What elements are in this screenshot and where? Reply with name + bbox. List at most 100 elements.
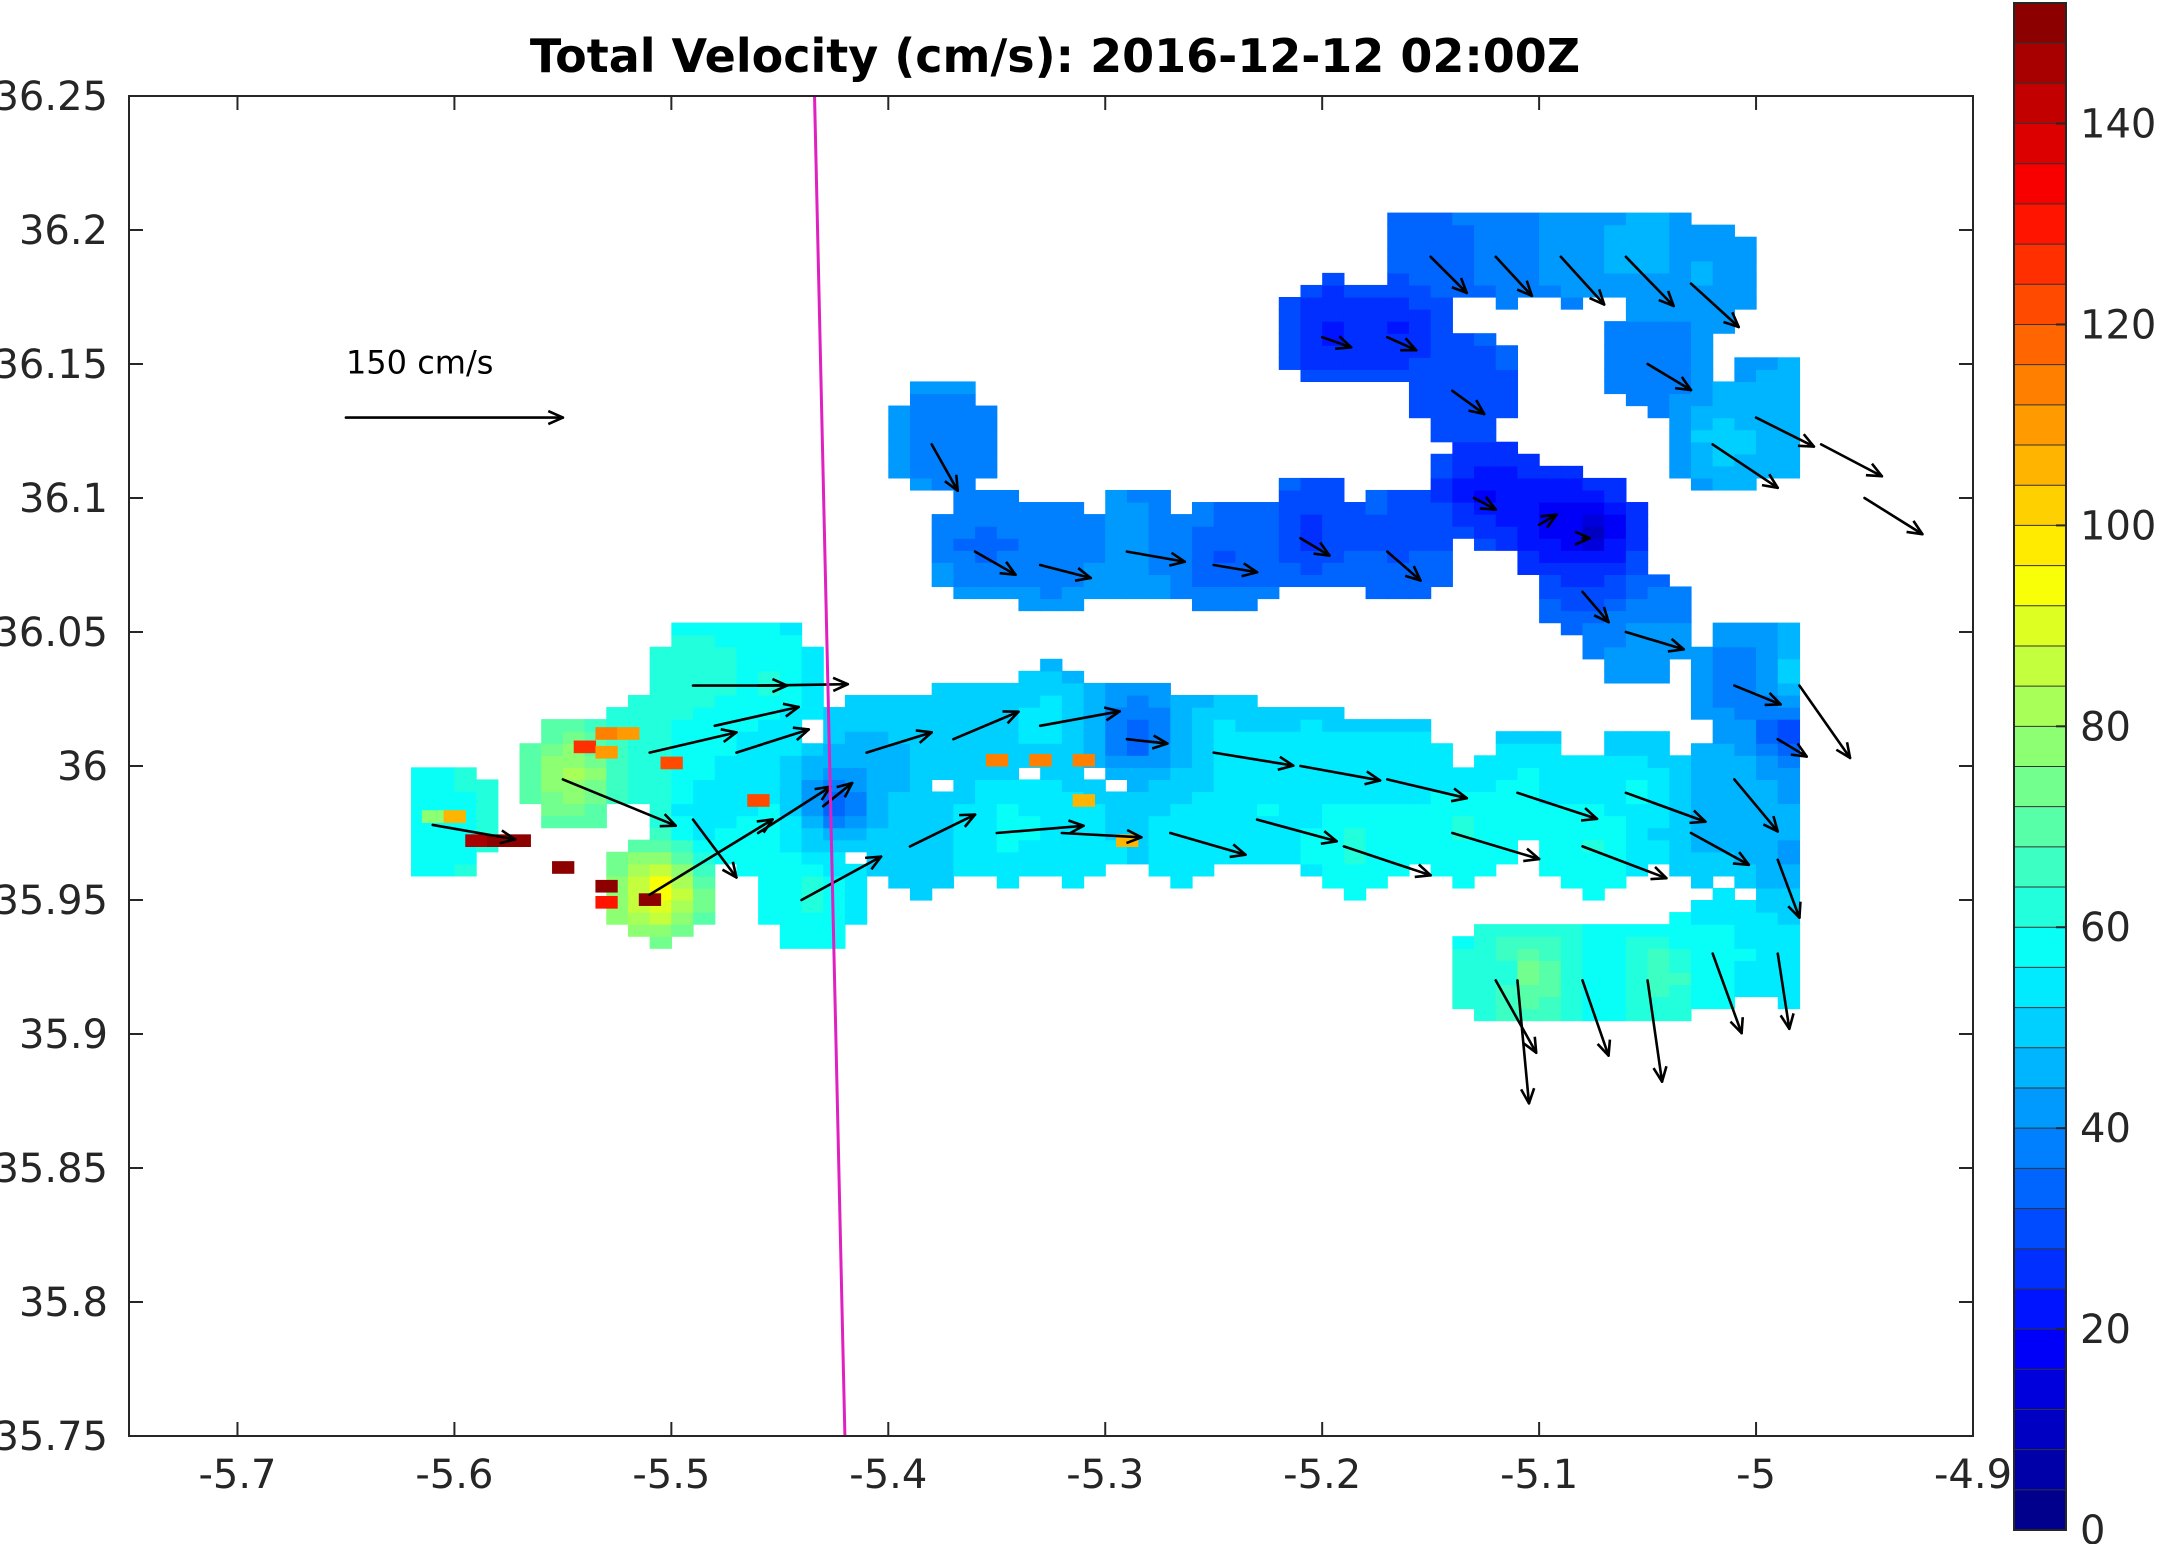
field-cell <box>1539 586 1562 600</box>
field-cell <box>1408 803 1432 817</box>
field-cell <box>1647 948 1670 961</box>
field-cell <box>1387 502 1410 515</box>
field-cell <box>1495 767 1519 780</box>
field-cell <box>1625 212 1649 226</box>
field-cell <box>1148 791 1171 805</box>
field-cell <box>1777 851 1801 865</box>
field-cell <box>1517 212 1540 226</box>
field-cell <box>1018 863 1041 877</box>
colorbar-level <box>2014 927 2066 968</box>
field-cell <box>1712 936 1735 949</box>
vector-shaft <box>1689 282 1741 329</box>
field-cell <box>1582 550 1605 563</box>
vector-head <box>1522 1036 1538 1055</box>
field-cell <box>1604 634 1627 648</box>
field-cell <box>1669 586 1692 600</box>
field-cell <box>562 755 586 768</box>
field-cell <box>1582 538 1605 551</box>
field-cell <box>1625 357 1649 370</box>
field-cell <box>1213 815 1236 829</box>
vector-head <box>547 409 565 426</box>
velocity-vector <box>1038 706 1121 728</box>
field-cell <box>1517 489 1540 503</box>
vector-head <box>999 561 1017 577</box>
vector-head <box>499 829 517 845</box>
field-cell <box>1582 972 1605 986</box>
field-cell <box>649 731 672 744</box>
field-cell <box>931 731 954 744</box>
field-cell <box>909 779 933 793</box>
field-cell <box>1148 707 1171 720</box>
field-cell <box>671 646 694 660</box>
field-cell <box>758 863 781 877</box>
hotspot-cell <box>1072 753 1095 767</box>
field-cell <box>1430 815 1453 829</box>
field-cell <box>953 405 976 419</box>
field-cell <box>1408 224 1432 238</box>
field-cell <box>1192 502 1215 515</box>
field-cell <box>1560 224 1584 238</box>
field-cell <box>1604 924 1627 937</box>
field-cell <box>1517 538 1540 551</box>
field-cell <box>1690 743 1714 756</box>
field-cell <box>1625 731 1649 744</box>
field-cell <box>996 731 1020 744</box>
field-cell <box>1365 309 1388 322</box>
vector-shaft <box>1516 791 1599 821</box>
field-cell <box>1756 887 1779 901</box>
field-cell <box>1625 248 1649 262</box>
field-cell <box>1582 646 1605 660</box>
vector-shaft <box>1711 443 1780 490</box>
field-cell <box>519 767 542 780</box>
field-cell <box>1647 297 1670 310</box>
field-cell <box>779 791 803 805</box>
field-cell <box>1257 839 1280 853</box>
field-cell <box>1539 502 1562 515</box>
field-cell <box>1712 803 1735 817</box>
field-cell <box>1495 779 1519 793</box>
field-cell <box>1213 538 1236 551</box>
field-cell <box>541 803 564 817</box>
field-cell <box>844 731 868 744</box>
field-cell <box>1669 248 1692 262</box>
field-cell <box>1430 827 1453 841</box>
field-cell <box>1734 405 1757 419</box>
field-cell <box>953 502 976 515</box>
field-cell <box>1604 948 1627 961</box>
field-cell <box>1365 562 1388 575</box>
field-cell <box>1452 465 1475 479</box>
field-cell <box>541 767 564 780</box>
field-cell <box>1712 827 1735 841</box>
field-cell <box>909 441 933 455</box>
field-cell <box>1408 755 1432 768</box>
field-cell <box>1300 839 1323 853</box>
colorbar-level <box>2014 324 2066 366</box>
magenta-line <box>813 95 847 1437</box>
field-cell <box>844 887 868 901</box>
field-cell <box>1300 297 1323 310</box>
field-cell <box>1777 453 1801 467</box>
field-cell <box>1734 827 1757 841</box>
field-cell <box>909 393 933 407</box>
field-cell <box>779 755 803 768</box>
field-cell <box>1474 538 1497 551</box>
vector-shaft <box>1776 737 1808 758</box>
field-cell <box>649 707 672 720</box>
field-cell <box>1495 960 1519 973</box>
field-cell <box>562 719 586 732</box>
field-cell <box>1430 248 1453 262</box>
field-cell <box>1539 284 1562 298</box>
field-cell <box>1083 779 1106 793</box>
field-cell <box>779 912 803 925</box>
field-cell <box>541 815 564 829</box>
field-cell <box>931 827 954 841</box>
field-cell <box>823 719 846 732</box>
field-cell <box>801 670 824 684</box>
vector-shaft <box>1299 536 1331 557</box>
field-cell <box>693 622 716 636</box>
field-cell <box>1126 767 1150 780</box>
field-cell <box>627 767 651 780</box>
x-tick-label: -5.6 <box>415 1452 493 1498</box>
field-cell <box>1430 212 1453 226</box>
field-cell <box>1582 851 1605 865</box>
